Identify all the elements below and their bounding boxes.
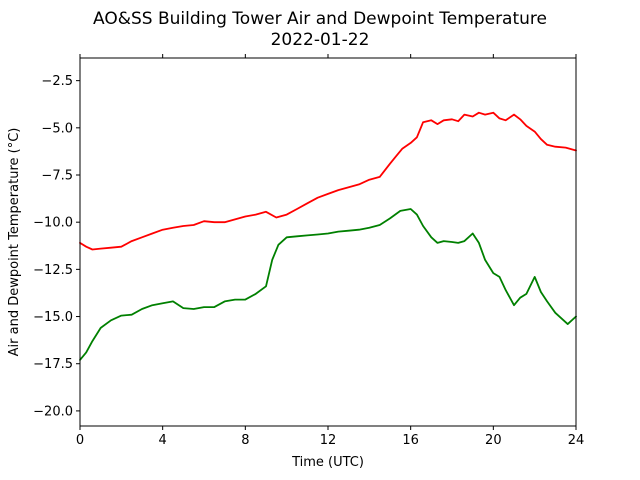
series-line-1 [79, 208, 577, 361]
y-axis-label: Air and Dewpoint Temperature (°C) [7, 128, 22, 357]
x-tick-label: 20 [485, 433, 502, 448]
x-tick-label: 24 [568, 433, 585, 448]
chart-title: AO&SS Building Tower Air and Dewpoint Te… [93, 9, 547, 29]
x-tick-label: 16 [402, 433, 419, 448]
x-tick-label: 4 [159, 433, 167, 448]
y-axis-ticks: −2.5 −5.0 −7.5 −10.0 −12.5 −15.0 −17.5 −20.0 [33, 74, 80, 419]
series-layer [79, 111, 577, 361]
y-tick-label: −5.0 [41, 121, 73, 136]
x-tick-label: 12 [320, 433, 337, 448]
x-axis-label: Time (UTC) [291, 455, 364, 470]
x-axis-ticks: 0 4 8 12 16 20 24 [76, 54, 584, 448]
x-tick-label: 8 [241, 433, 249, 448]
x-tick-label: 0 [76, 433, 84, 448]
y-tick-label: −20.0 [33, 404, 73, 419]
series-line-0 [79, 111, 577, 251]
y-tick-label: −15.0 [33, 310, 73, 325]
y-tick-label: −10.0 [33, 216, 73, 231]
chart-subtitle: 2022-01-22 [271, 30, 370, 50]
y-tick-label: −17.5 [33, 357, 73, 372]
y-tick-label: −2.5 [41, 74, 73, 89]
y-tick-label: −7.5 [41, 169, 73, 184]
plot-frame [79, 57, 577, 427]
y-tick-label: −12.5 [33, 263, 73, 278]
